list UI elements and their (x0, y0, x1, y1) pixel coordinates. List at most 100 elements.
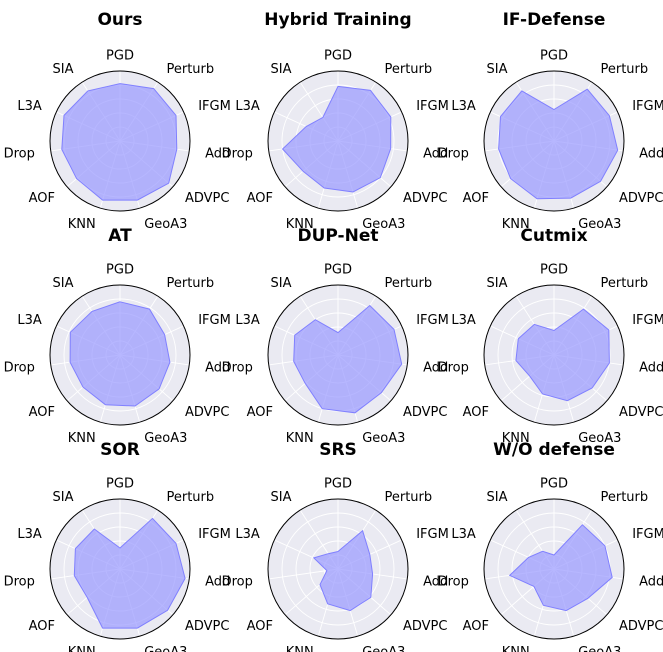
radar-axis-label-pgd: PGD (324, 49, 352, 64)
radar-axis-label-ifgm: IFGM (416, 99, 449, 114)
radar-axis-label-perturb: Perturb (384, 276, 432, 291)
radar-point-drop (509, 575, 511, 577)
radar-point-geoa3 (567, 400, 569, 402)
radar-point-l3a (518, 338, 520, 340)
radar-outline (49, 284, 191, 426)
radar-axis-label-perturb: Perturb (600, 62, 648, 77)
radar-plot-w-o-defense: PGD Perturb IFGM Add ADVPC GeoA3 KNN AOF Drop L3A… (438, 477, 663, 652)
radar-plot-cutmix: PGD Perturb IFGM Add ADVPC GeoA3 KNN AOF Drop L3A… (438, 263, 663, 447)
radar-point-l3a (75, 548, 77, 550)
radar-series-area (61, 83, 178, 201)
radar-axis-label-l3a: L3A (451, 99, 476, 114)
radar-axis-label-add: Add (205, 575, 230, 590)
subplot-title-ours: Ours (97, 10, 142, 30)
radar-series-area (515, 308, 610, 402)
radar-plot-at: PGD Perturb IFGM Add ADVPC GeoA3 KNN AOF Drop L3A… (4, 263, 231, 447)
radar-axis-label-aof: AOF (463, 619, 489, 634)
radar-point-knn (321, 408, 323, 410)
radar-point-add (176, 148, 178, 150)
radar-point-advpc (168, 182, 170, 184)
radar-axis-label-geoa3: GeoA3 (578, 431, 621, 446)
radar-point-ifgm (369, 554, 371, 556)
radar-outline (483, 498, 625, 640)
radar-point-pgd (553, 330, 555, 332)
radar-axis-label-geoa3: GeoA3 (578, 217, 621, 232)
radar-point-aof (76, 178, 78, 180)
radar-axis-label-knn: KNN (502, 431, 530, 446)
radar-point-perturb (152, 518, 154, 520)
radar-axis-label-drop: Drop (438, 361, 469, 376)
radar-axis-label-ifgm: IFGM (198, 99, 231, 114)
radar-point-advpc (158, 388, 160, 390)
radar-axis-label-add: Add (423, 575, 448, 590)
radar-point-ifgm (175, 543, 177, 545)
radar-point-add (390, 148, 392, 150)
radar-plot-sor: PGD Perturb IFGM Add ADVPC GeoA3 KNN AOF Drop L3A… (4, 477, 231, 652)
radar-axis-label-advpc: ADVPC (185, 191, 229, 206)
radar-point-sia (91, 311, 93, 313)
radar-axis-label-advpc: ADVPC (403, 191, 447, 206)
radar-axis-label-advpc: ADVPC (619, 619, 663, 634)
radar-point-sia (327, 553, 329, 555)
radar-axis-label-drop: Drop (222, 361, 253, 376)
radar-axis-label-sia: SIA (487, 276, 508, 291)
radar-axis-label-add: Add (205, 147, 230, 162)
radar-outline (49, 498, 191, 640)
radar-axis-label-add: Add (639, 147, 663, 162)
radar-axis-label-add: Add (205, 361, 230, 376)
radar-point-sia (521, 90, 523, 92)
radar-axis-label-geoa3: GeoA3 (144, 431, 187, 446)
radar-point-perturb (583, 308, 585, 310)
radar-point-pgd (119, 301, 121, 303)
radar-point-aof (529, 375, 531, 377)
radar-point-geoa3 (349, 610, 351, 612)
radar-point-drop (69, 361, 71, 363)
radar-axis-label-aof: AOF (463, 191, 489, 206)
radar-point-sia (94, 528, 96, 530)
radar-axis-label-geoa3: GeoA3 (362, 645, 405, 652)
radar-axis-label-knn: KNN (286, 431, 314, 446)
radar-point-knn (327, 603, 329, 605)
radar-point-drop (498, 148, 500, 150)
radar-point-advpc (370, 597, 372, 599)
radar-axis-label-ifgm: IFGM (198, 313, 231, 328)
radar-axis-label-drop: Drop (438, 147, 469, 162)
radar-point-geoa3 (570, 197, 572, 199)
subplot-title-wo-defense: W/O defense (493, 440, 615, 460)
radar-point-perturb (369, 305, 371, 307)
radar-point-pgd (119, 83, 121, 85)
radar-axis-label-geoa3: GeoA3 (144, 217, 187, 232)
radar-axis-label-sia: SIA (271, 490, 292, 505)
radar-axis-label-perturb: Perturb (384, 62, 432, 77)
radar-point-geoa3 (354, 412, 356, 414)
radar-axis-label-advpc: ADVPC (619, 405, 663, 420)
radar-series-area (73, 517, 186, 629)
radar-axis-label-l3a: L3A (451, 313, 476, 328)
radar-axis-label-perturb: Perturb (384, 490, 432, 505)
radar-point-knn (323, 187, 325, 189)
radar-axis-label-pgd: PGD (106, 49, 134, 64)
radar-point-l3a (500, 116, 502, 118)
radar-point-advpc (380, 177, 382, 179)
radar-axis-label-l3a: L3A (451, 527, 476, 542)
radar-point-add (169, 361, 171, 363)
radar-point-knn (102, 199, 104, 201)
radar-point-geoa3 (352, 191, 354, 193)
radar-axis-label-perturb: Perturb (166, 276, 214, 291)
radar-point-l3a (294, 334, 296, 336)
radar-axis-label-drop: Drop (222, 147, 253, 162)
radar-axis-label-ifgm: IFGM (198, 527, 231, 542)
radar-point-knn (105, 404, 107, 406)
radar-axis-label-drop: Drop (222, 575, 253, 590)
radar-axis-label-aof: AOF (29, 191, 55, 206)
radar-point-geoa3 (137, 199, 139, 201)
radar-point-l3a (63, 115, 65, 117)
radar-point-l3a (313, 557, 315, 559)
radar-axis-label-pgd: PGD (324, 263, 352, 278)
radar-point-aof (302, 171, 304, 173)
radar-plot-srs: PGD Perturb IFGM Add ADVPC GeoA3 KNN AOF Drop L3A… (222, 477, 449, 652)
radar-axis-label-l3a: L3A (17, 313, 42, 328)
radar-point-pgd (553, 554, 555, 556)
radar-point-advpc (381, 392, 383, 394)
radar-series-area (312, 529, 374, 612)
